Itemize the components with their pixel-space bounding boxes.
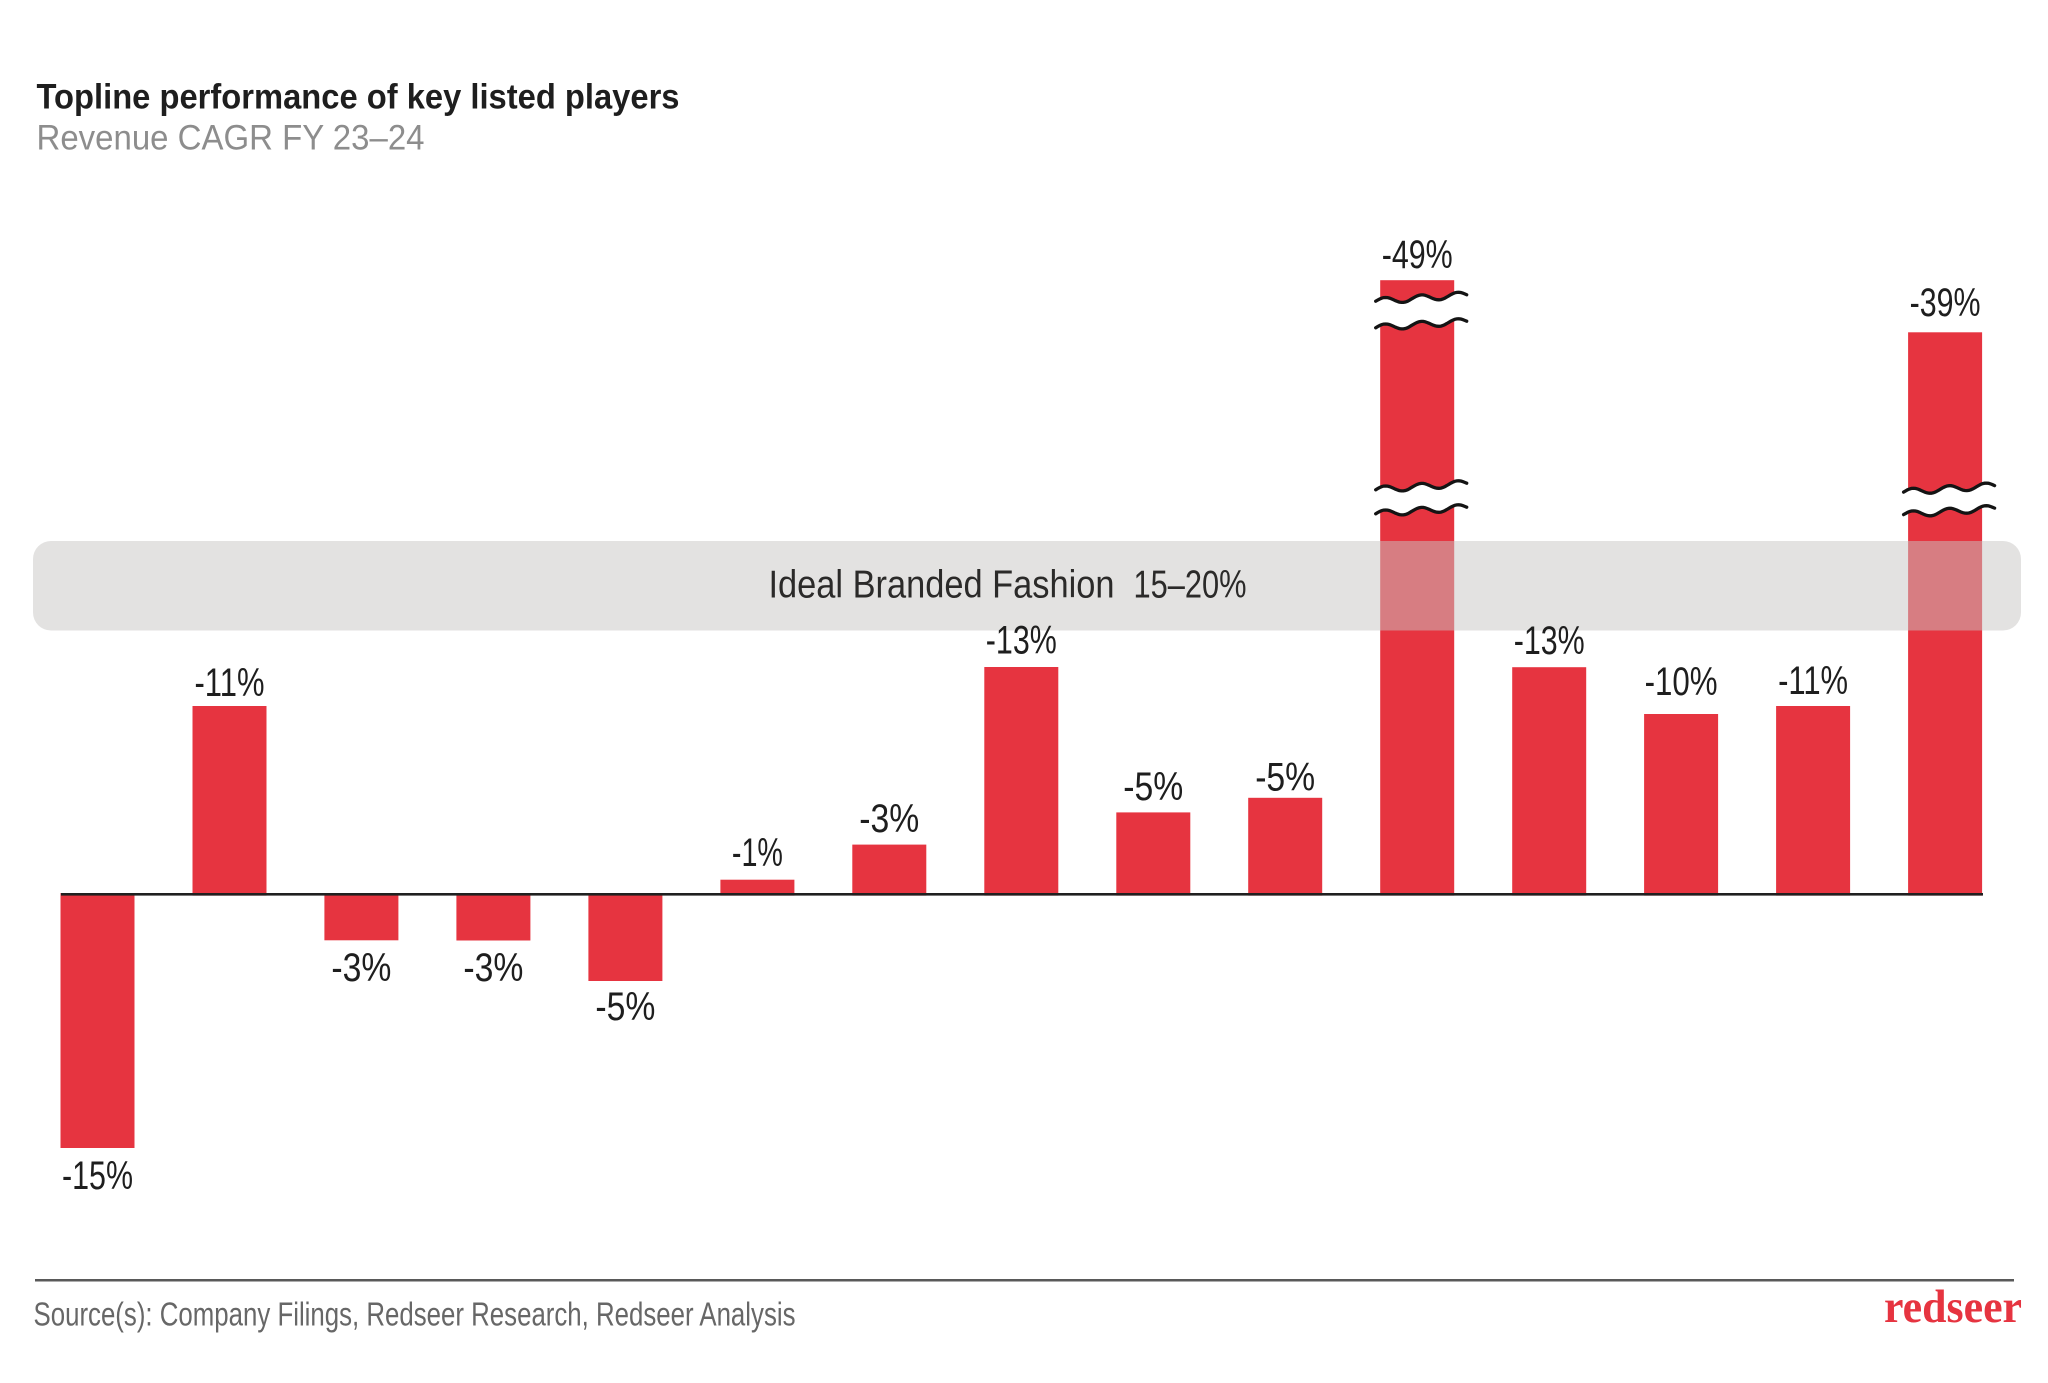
svg-text:-3%: -3%: [331, 946, 391, 990]
svg-text:Topline performance of key lis: Topline performance of key listed player…: [37, 77, 680, 117]
svg-text:redseer: redseer: [1884, 1281, 2022, 1333]
svg-text:15–20%: 15–20%: [1134, 564, 1247, 607]
svg-text:Source(s): Company Filings, Re: Source(s): Company Filings, Redseer Rese…: [34, 1295, 796, 1332]
svg-text:Revenue CAGR FY 23–24: Revenue CAGR FY 23–24: [37, 118, 425, 158]
svg-text:-3%: -3%: [463, 946, 523, 990]
svg-text:-11%: -11%: [1778, 659, 1848, 703]
svg-text:Ideal Branded Fashion: Ideal Branded Fashion: [769, 564, 1115, 607]
svg-text:-3%: -3%: [859, 797, 919, 841]
svg-text:-39%: -39%: [1910, 281, 1981, 325]
svg-text:-11%: -11%: [195, 661, 265, 705]
svg-text:-13%: -13%: [986, 619, 1057, 663]
svg-text:-1%: -1%: [732, 831, 783, 875]
svg-text:-49%: -49%: [1382, 233, 1453, 277]
svg-text:-13%: -13%: [1514, 619, 1585, 663]
svg-text:-5%: -5%: [1123, 765, 1183, 809]
svg-text:-15%: -15%: [62, 1154, 133, 1198]
svg-text:-5%: -5%: [595, 985, 655, 1029]
svg-text:-5%: -5%: [1255, 756, 1315, 800]
svg-text:-10%: -10%: [1645, 660, 1718, 704]
